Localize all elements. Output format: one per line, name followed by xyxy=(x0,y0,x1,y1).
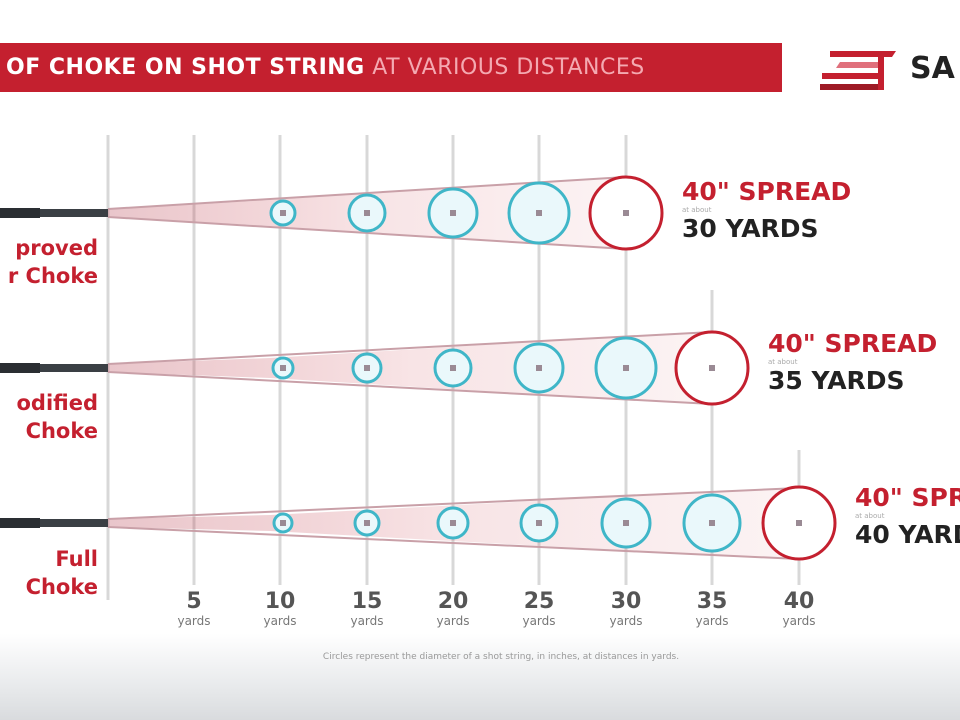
brand-logo: SA xyxy=(818,45,960,93)
barrel-icon xyxy=(0,364,108,372)
barrel-icon xyxy=(0,209,108,217)
spread-annotation-full: 40" SPREAD at about 40 YARDS xyxy=(855,483,960,549)
axis-tick-15: 15 yards xyxy=(350,589,384,629)
stacked-bars-logo-icon xyxy=(820,51,896,90)
axis-tick-25: 25 yards xyxy=(522,589,556,629)
axis-tick-35: 35 yards xyxy=(695,589,729,629)
barrel-icon xyxy=(0,519,108,527)
title-bold: OF CHOKE ON SHOT STRING xyxy=(6,55,365,80)
title-banner: OF CHOKE ON SHOT STRING AT VARIOUS DISTA… xyxy=(0,43,782,92)
title-light: AT VARIOUS DISTANCES xyxy=(364,55,645,80)
row-full xyxy=(0,485,837,561)
footnote: Circles represent the diameter of a shot… xyxy=(322,652,680,662)
choke-label-full: Full Choke xyxy=(25,547,98,599)
axis-tick-10: 10 yards xyxy=(263,589,297,629)
axis-tick-20: 20 yards xyxy=(436,589,470,629)
spread-annotation-improved: 40" SPREAD at about 30 YARDS xyxy=(682,177,852,243)
axis-tick-5: 5 yards xyxy=(177,589,211,629)
axis-tick-40: 40 yards xyxy=(782,589,816,629)
row-modified xyxy=(0,330,750,406)
choke-label-improved: proved r Choke xyxy=(7,236,98,288)
logo-text: SA xyxy=(910,51,955,86)
axis-tick-30: 30 yards xyxy=(609,589,643,629)
row-improved-cylinder xyxy=(0,175,664,251)
spread-annotation-modified: 40" SPREAD at about 35 YARDS xyxy=(768,329,938,395)
choke-label-modified: odified Choke xyxy=(16,391,99,443)
